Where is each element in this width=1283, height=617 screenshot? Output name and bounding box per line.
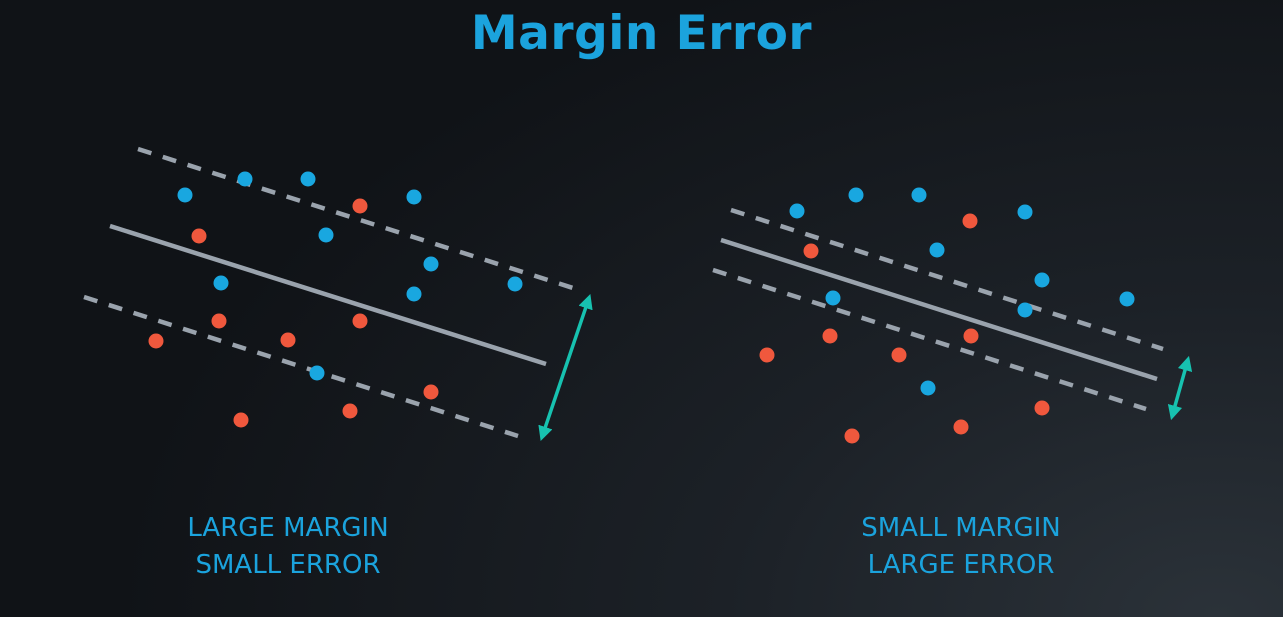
red-point	[423, 384, 439, 400]
red-point	[822, 328, 838, 344]
decision-boundary-line	[720, 237, 1158, 382]
red-point	[844, 428, 860, 444]
caption-small-margin: SMALL MARGIN LARGE ERROR	[781, 510, 1141, 584]
blue-point	[507, 276, 523, 292]
caption-line-2: LARGE ERROR	[867, 550, 1055, 580]
blue-point	[789, 203, 805, 219]
red-point	[352, 313, 368, 329]
caption-line-2: SMALL ERROR	[195, 550, 381, 580]
blue-point	[406, 189, 422, 205]
red-point	[148, 333, 164, 349]
red-point	[963, 328, 979, 344]
lower-margin-line	[83, 294, 519, 439]
red-point	[342, 403, 358, 419]
blue-point	[1119, 291, 1135, 307]
red-point	[233, 412, 249, 428]
blue-point	[309, 365, 325, 381]
blue-point	[423, 256, 439, 272]
blue-point	[1017, 302, 1033, 318]
blue-points	[177, 171, 523, 381]
panel-small-margin	[712, 187, 1193, 444]
blue-point	[920, 380, 936, 396]
decision-boundary-line	[109, 223, 547, 367]
blue-point	[911, 187, 927, 203]
caption-line-1: SMALL MARGIN	[861, 513, 1061, 543]
blue-point	[1034, 272, 1050, 288]
red-point	[1034, 400, 1050, 416]
margin-width-arrow	[1167, 355, 1193, 421]
blue-point	[825, 290, 841, 306]
red-point	[352, 198, 368, 214]
caption-line-1: LARGE MARGIN	[187, 513, 389, 543]
blue-point	[406, 286, 422, 302]
red-point	[211, 313, 227, 329]
blue-point	[1017, 204, 1033, 220]
red-points	[148, 198, 439, 428]
panel-large-margin	[83, 146, 593, 441]
margin-width-arrow	[538, 294, 593, 441]
blue-point	[213, 275, 229, 291]
blue-point	[177, 187, 193, 203]
red-points	[759, 213, 1050, 444]
page-title: Margin Error	[470, 6, 813, 61]
blue-point	[318, 227, 334, 243]
upper-margin-line	[730, 207, 1164, 352]
blue-point	[848, 187, 864, 203]
upper-margin-line	[137, 146, 574, 291]
blue-points	[789, 187, 1135, 396]
red-point	[280, 332, 296, 348]
red-point	[953, 419, 969, 435]
red-point	[191, 228, 207, 244]
red-point	[891, 347, 907, 363]
blue-point	[929, 242, 945, 258]
caption-large-margin: LARGE MARGIN SMALL ERROR	[108, 510, 468, 584]
red-point	[803, 243, 819, 259]
blue-point	[237, 171, 253, 187]
blue-point	[300, 171, 316, 187]
red-point	[759, 347, 775, 363]
red-point	[962, 213, 978, 229]
